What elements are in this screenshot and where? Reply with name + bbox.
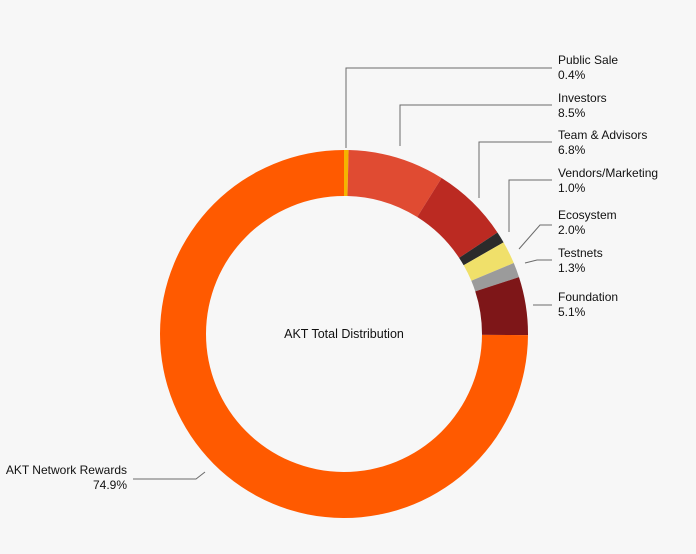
slice-team-advisors	[417, 178, 498, 258]
slice-label: Team & Advisors	[558, 128, 647, 142]
slice-label: Public Sale	[558, 53, 618, 67]
slice-label: Ecosystem	[558, 208, 617, 222]
slice-investors	[347, 150, 442, 218]
slice-label: AKT Network Rewards	[6, 463, 127, 477]
slice-value-label: 0.4%	[558, 68, 586, 82]
slice-value-label: 6.8%	[558, 143, 586, 157]
chart-title: AKT Total Distribution	[284, 327, 404, 341]
slice-label: Investors	[558, 91, 607, 105]
slice-value-label: 5.1%	[558, 305, 586, 319]
slice-foundation	[475, 277, 528, 336]
leader-line	[399, 104, 552, 146]
leader-line	[524, 259, 552, 264]
leader-line	[518, 224, 552, 250]
slice-label: Foundation	[558, 290, 618, 304]
leader-line	[345, 67, 552, 148]
slice-value-label: 1.3%	[558, 261, 586, 275]
leader-line	[133, 471, 206, 480]
slice-vendors-marketing	[459, 232, 504, 266]
donut-slices	[159, 150, 528, 518]
slice-label: Testnets	[558, 246, 603, 260]
slice-value-label: 8.5%	[558, 106, 586, 120]
leader-line	[478, 141, 552, 198]
leader-lines	[133, 67, 552, 480]
slice-testnets	[471, 263, 519, 292]
slice-value-label: 2.0%	[558, 223, 586, 237]
slice-public-sale	[344, 150, 349, 197]
slice-ecosystem	[463, 242, 514, 281]
slice-value-label: 1.0%	[558, 181, 586, 195]
slice-label: Vendors/Marketing	[558, 166, 658, 180]
leader-line	[508, 179, 552, 232]
slice-value-label: 74.9%	[93, 478, 127, 492]
